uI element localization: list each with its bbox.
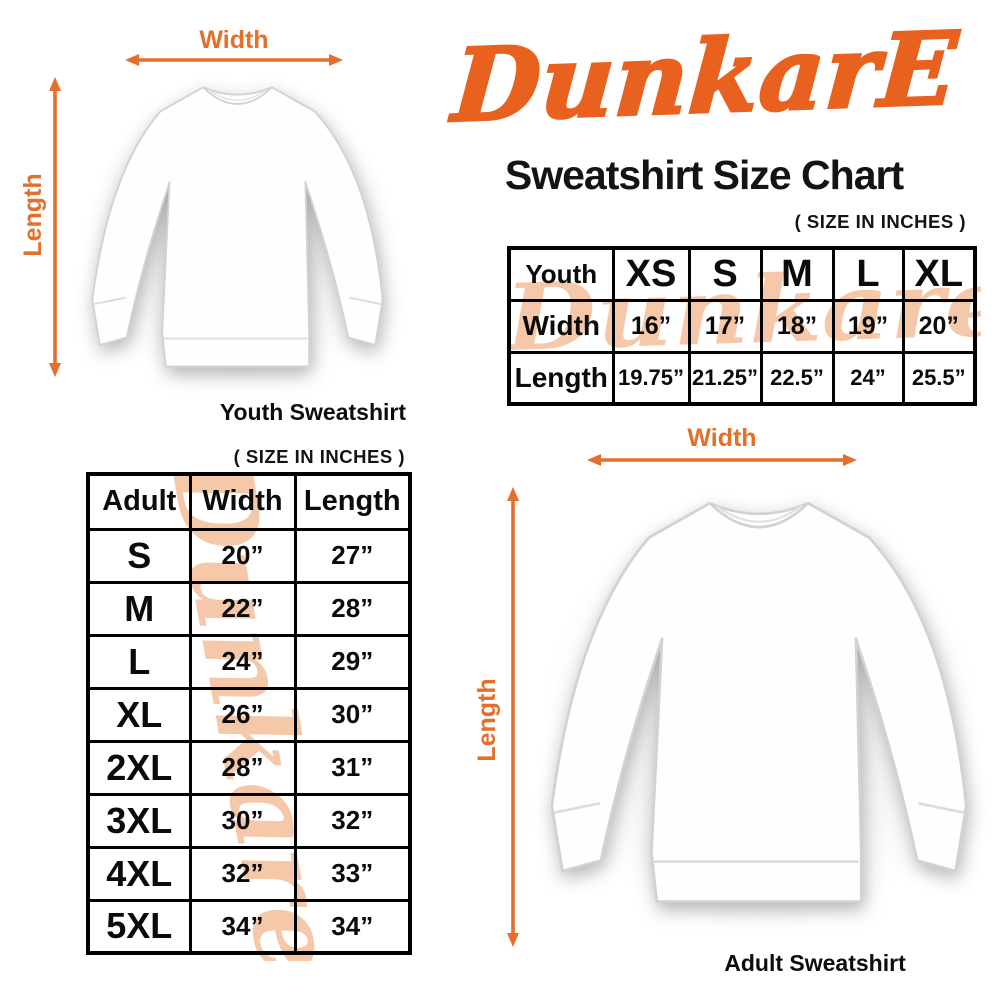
adult-width-col-header: Width [188,472,297,531]
youth-length-value: 22.5” [759,350,835,406]
youth-size-col-m: M [759,246,835,302]
youth-sweatshirt-caption: Youth Sweatshirt [219,399,406,425]
adult-size-label: 3XL [86,792,192,849]
adult-size-label: M [86,580,192,637]
youth-width-value: 19” [831,298,905,354]
adult-sweatshirt-caption: Adult Sweatshirt [724,950,906,976]
adult-size-label: L [86,633,192,690]
youth-width-value: 20” [901,298,977,354]
youth-length-value: 24” [831,350,905,406]
youth-size-col-xs: XS [611,246,691,302]
collar-rib-outline [708,502,810,529]
adult-row-l: L 24” 29” [86,633,412,690]
cuff-rib-lines [94,296,381,305]
youth-width-label: Width [199,26,269,54]
adult-row-2xl: 2XL 28” 31” [86,739,412,796]
adult-length-col-header: Length [293,472,412,531]
adult-length-value: 27” [293,527,412,584]
youth-length-arrow-icon [49,77,61,377]
adult-sweatshirt-image [550,501,968,903]
youth-size-note: ( SIZE IN INCHES ) [794,211,966,232]
adult-row-xl: XL 26” 30” [86,686,412,743]
youth-length-row-label: Length [507,350,615,406]
youth-width-value: 16” [611,298,691,354]
adult-width-value: 26” [188,686,297,743]
adult-width-value: 24” [188,633,297,690]
youth-size-col-xl: XL [901,246,977,302]
youth-length-row: Length 19.75” 21.25” 22.5” 24” 25.5” [507,350,977,406]
adult-width-value: 30” [188,792,297,849]
adult-row-4xl: 4XL 32” 33” [86,845,412,902]
adult-width-value: 34” [188,898,297,955]
youth-length-label: Length [19,173,47,257]
collar-rib-line [207,88,268,101]
adult-length-value: 33” [293,845,412,902]
page-title: Sweatshirt Size Chart [504,152,904,198]
adult-width-value: 32” [188,845,297,902]
cuff-rib-lines [554,801,964,814]
adult-size-label: 2XL [86,739,192,796]
adult-size-label: S [86,527,192,584]
youth-width-value: 17” [687,298,763,354]
youth-size-table: Youth XS S M L XL Width 16” 17” 18” 19” … [507,246,977,406]
adult-size-table: Adult Width Length S 20” 27” M 22” 28” L… [86,472,412,955]
adult-table-header-row: Adult Width Length [86,472,412,531]
youth-table-header-row: Youth XS S M L XL [507,246,977,302]
youth-table-corner-cell: Youth [507,246,615,302]
adult-width-value: 22” [188,580,297,637]
youth-length-value: 21.25” [687,350,763,406]
youth-width-arrow-icon [125,54,343,66]
adult-width-arrow-icon [587,454,857,466]
adult-row-3xl: 3XL 30” 32” [86,792,412,849]
youth-length-value: 19.75” [611,350,691,406]
youth-size-col-l: L [831,246,905,302]
adult-size-label: 4XL [86,845,192,902]
adult-row-5xl: 5XL 34” 34” [86,898,412,955]
brand-logo: DunkarE [448,8,963,146]
adult-row-s: S 20” 27” [86,527,412,584]
adult-length-value: 31” [293,739,412,796]
collar-rib-outline [202,86,273,105]
youth-width-row: Width 16” 17” 18” 19” 20” [507,298,977,354]
adult-length-label: Length [473,678,501,762]
sweatshirt-body [91,86,384,368]
youth-width-row-label: Width [507,298,615,354]
youth-size-col-s: S [687,246,763,302]
youth-length-value: 25.5” [901,350,977,406]
adult-row-m: M 22” 28” [86,580,412,637]
adult-length-value: 28” [293,580,412,637]
youth-table-wrap: Dunkare Youth XS S M L XL Width 16” 17” … [507,246,981,410]
collar-rib-line [715,505,803,523]
youth-width-value: 18” [759,298,835,354]
youth-sweatshirt-image [91,86,384,368]
adult-length-value: 30” [293,686,412,743]
adult-length-arrow-icon [507,487,519,947]
adult-width-value: 20” [188,527,297,584]
adult-length-value: 34” [293,898,412,955]
adult-table-corner-cell: Adult [86,472,192,531]
sweatshirt-body [550,501,968,903]
adult-size-note: ( SIZE IN INCHES ) [233,446,405,467]
adult-length-value: 32” [293,792,412,849]
adult-size-label: 5XL [86,898,192,955]
adult-length-value: 29” [293,633,412,690]
adult-table-wrap: Dunkare Adult Width Length S 20” 27” M 2… [86,472,416,961]
adult-width-value: 28” [188,739,297,796]
adult-width-label: Width [687,424,757,452]
adult-size-label: XL [86,686,192,743]
